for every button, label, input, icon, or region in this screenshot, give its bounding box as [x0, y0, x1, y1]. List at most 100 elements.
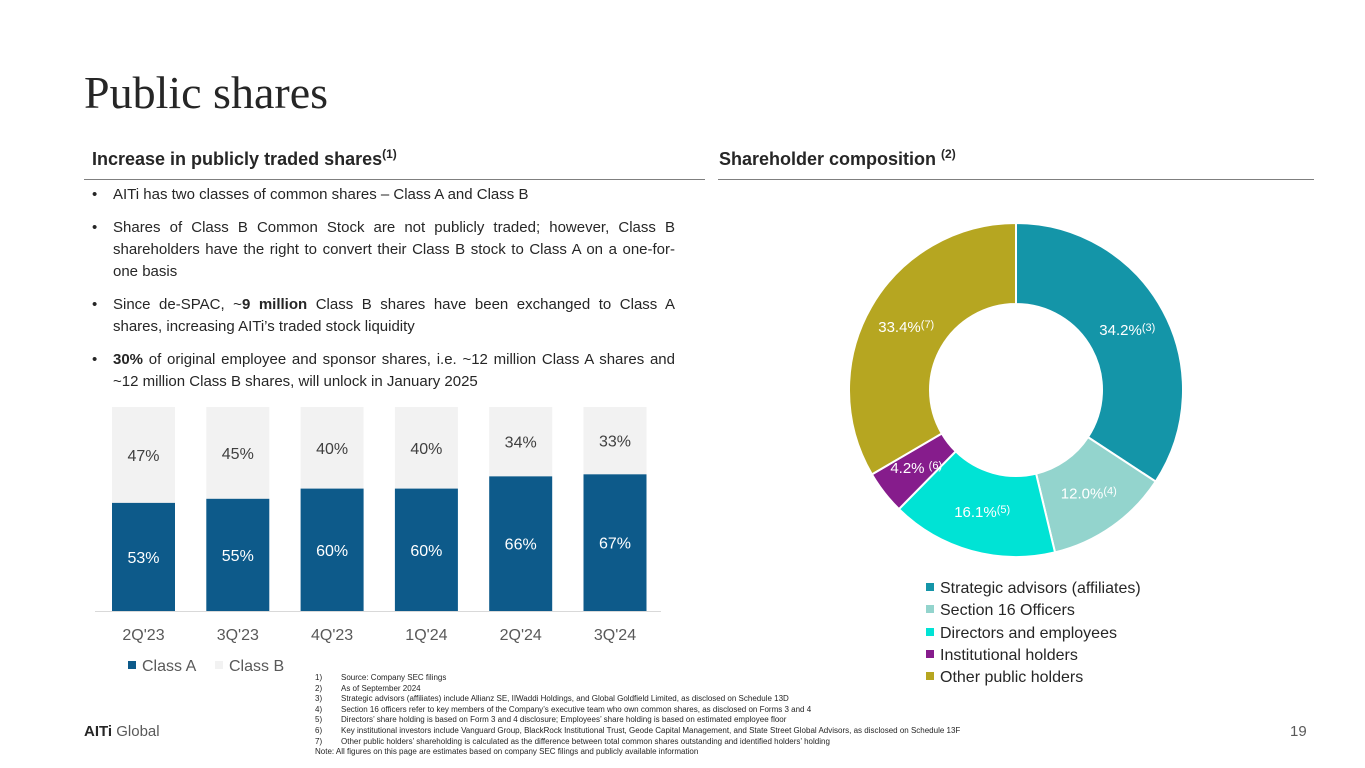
footnote-text: Section 16 officers refer to key members… [341, 704, 812, 714]
right-heading-footnote-ref: (2) [941, 147, 956, 161]
legend-item: Other public holders [926, 669, 1083, 687]
footnote-text: Strategic advisors (affiliates) include … [341, 694, 789, 704]
slice-value: 4.2% [890, 460, 928, 477]
bar-label-class-b: 47% [127, 448, 159, 465]
bar-label-class-b: 45% [222, 446, 254, 463]
footnote-number: 1) [315, 673, 323, 682]
bar-class-a [583, 474, 647, 611]
slice-value: 34.2% [1099, 322, 1142, 339]
footnote-text: As of September 2024 [341, 683, 421, 693]
legend-label: Other public holders [940, 669, 1084, 687]
bullet-text-rest: of original employee and sponsor shares,… [113, 351, 675, 390]
right-heading-text: Shareholder composition [719, 149, 942, 169]
legend-swatch [215, 661, 223, 669]
footnote-number: 3) [315, 694, 323, 704]
bullet-text: Since de-SPAC, ~ [113, 296, 242, 313]
donut-slice-label: 16.1%(5) [954, 504, 1010, 521]
left-heading-text: Increase in publicly traded shares [92, 149, 383, 169]
x-axis-tick-label: 3Q'24 [594, 627, 636, 644]
slice-footnote-ref: (3) [1142, 322, 1155, 334]
legend-label: Strategic advisors (affiliates) [940, 580, 1141, 597]
bullet-item: • 30% of original employee and sponsor sh… [92, 349, 675, 393]
legend-item: Directors and employees [926, 625, 1117, 643]
bullet-dot: • [92, 351, 98, 368]
bullet-emphasis: 9 million [241, 296, 308, 313]
x-axis-tick-label: 3Q'23 [217, 627, 259, 644]
footnote-note-text: All figures on this page are estimates b… [335, 747, 699, 757]
footnote: 6) Key institutional investors include Va… [315, 726, 960, 737]
donut-slice-label: 34.2%(3) [1099, 322, 1155, 339]
bar-class-a [206, 498, 270, 611]
bar-class-a [112, 502, 175, 611]
bullet-emphasis: 30% [113, 351, 144, 368]
footnote-note-label: Note: [315, 747, 335, 757]
logo-mark: AITi [84, 723, 113, 740]
footnote-number: 4) [315, 704, 323, 714]
bar-class-a [489, 476, 553, 611]
legend-swatch [926, 672, 934, 681]
slice-value: 12.0% [1061, 485, 1104, 502]
legend-label: Directors and employees [940, 624, 1117, 642]
legend-item: Class B [215, 658, 284, 676]
bar-label-class-b: 34% [505, 435, 537, 452]
bar-class-a [394, 488, 458, 611]
logo-wordmark: Global [112, 723, 160, 740]
donut-slice [1015, 221, 1184, 483]
legend-label: Section 16 Officers [940, 602, 1075, 620]
bar-label-class-a: 60% [316, 543, 348, 560]
page-title: Public shares [84, 67, 329, 118]
legend-item: Class A [128, 658, 196, 676]
left-section-divider [84, 179, 705, 180]
right-section-divider [718, 179, 1314, 180]
bar-class-b [112, 407, 175, 503]
x-axis-tick-label: 2Q'24 [500, 627, 542, 644]
left-section-heading: Increase in publicly traded shares(1) [92, 147, 397, 170]
bullet-item: • Shares of Class B Common Stock are not … [92, 217, 675, 283]
legend-label: Institutional holders [940, 646, 1078, 664]
legend-swatch [926, 627, 934, 636]
company-logo: AITi Global [84, 723, 160, 740]
footnote-text: Other public holders’ shareholding is ca… [341, 736, 830, 746]
footnote: 3) Strategic advisors (affiliates) includ… [315, 694, 960, 705]
donut-slice-label: 12.0%(4) [1061, 485, 1117, 502]
bar-class-a [300, 488, 364, 611]
bar-class-b [206, 407, 270, 499]
footnote-number: 6) [315, 725, 323, 735]
bar-label-class-b: 33% [599, 434, 631, 451]
x-axis-tick-label: 1Q'24 [405, 627, 447, 644]
footnote-text: Key institutional investors include Vang… [341, 725, 961, 735]
bullet-list: • AITi has two classes of common shares –… [92, 184, 675, 404]
bar-label-class-a: 55% [222, 548, 254, 565]
footnote: 4) Section 16 officers refer to key membe… [315, 705, 960, 716]
legend-swatch [926, 583, 934, 591]
bar-label-class-b: 40% [410, 441, 442, 458]
donut-slice-label: 33.4%(7) [878, 319, 934, 336]
left-heading-footnote-ref: (1) [382, 147, 397, 161]
slice-footnote-ref: (5) [997, 504, 1010, 516]
page-number: 19 [1290, 723, 1307, 740]
donut-slice-label: 4.2% (6) [890, 460, 942, 477]
bullet-dot: • [92, 186, 98, 203]
footnote-note: Note: All figures on this page are estim… [315, 747, 960, 758]
bullet-text-rest: Class B shares have been exchanged to Cl… [113, 296, 676, 335]
footnote: 7) Other public holders’ shareholding is … [315, 737, 960, 748]
bar-class-b [394, 407, 458, 489]
x-axis-tick-label: 2Q'23 [122, 627, 164, 644]
footnote-text: Directors’ share holding is based on For… [341, 715, 787, 725]
x-axis-tick-label: 4Q'23 [311, 627, 353, 644]
bar-label-class-a: 67% [599, 536, 631, 553]
bar-label-class-a: 60% [410, 543, 442, 560]
legend-swatch [128, 661, 136, 669]
slice-value: 33.4% [878, 319, 921, 336]
slice-footnote-ref: (6) [929, 460, 942, 472]
bar-label-class-a: 53% [127, 550, 159, 567]
footnote-text: Source: Company SEC filings [341, 673, 447, 682]
footnotes: 1) Source: Company SEC filings 2) As of Se… [315, 673, 960, 758]
bullet-text: Shares of Class B Common Stock are not p… [113, 219, 675, 280]
legend-swatch [926, 649, 934, 658]
slice-value: 16.1% [954, 504, 997, 521]
bar-class-b [489, 407, 553, 477]
